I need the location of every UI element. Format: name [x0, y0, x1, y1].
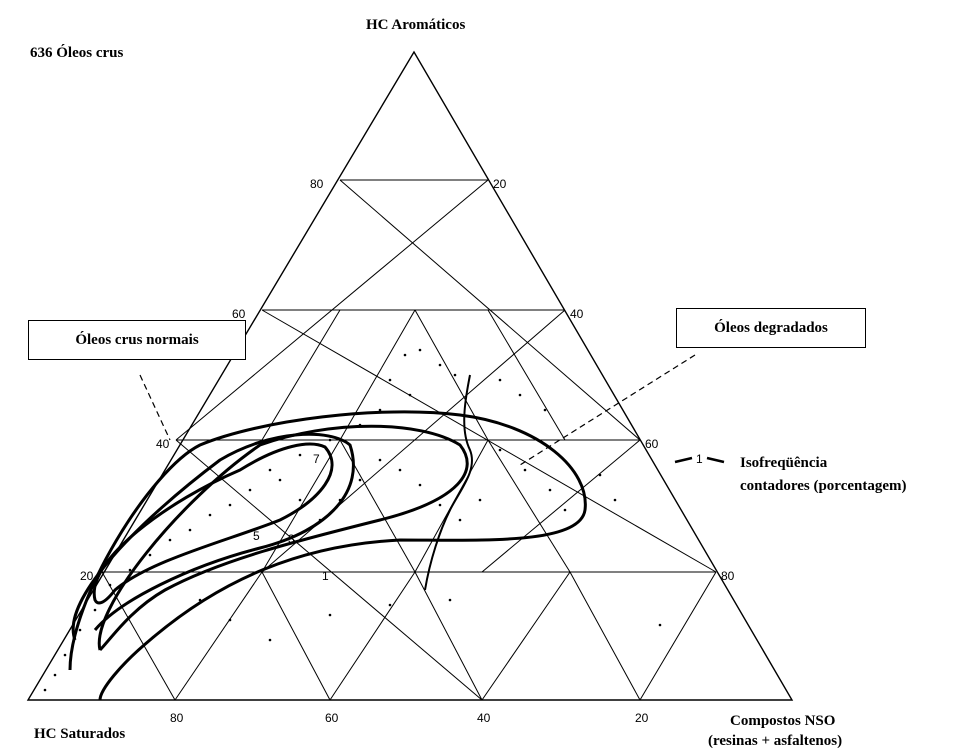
figure-title: 636 Óleos crus	[30, 45, 124, 61]
base-ticks: 80 60 40 20	[170, 711, 649, 725]
contour-3	[97, 424, 469, 652]
legend-symbol: 1	[674, 452, 725, 466]
ternary-grid	[101, 179, 717, 701]
contour-7	[92, 442, 334, 605]
legend-symbol-label: 1	[696, 452, 703, 466]
normal-callout-leader	[139, 374, 171, 441]
contour-label-1: 1	[322, 569, 329, 583]
tick-left-40: 40	[156, 437, 170, 451]
oil-sample-points	[43, 348, 662, 692]
legend-line1: Isofreqüência	[740, 455, 828, 471]
left-side-ticks: 80 60 40 20	[80, 177, 324, 583]
ternary-outline	[26, 50, 794, 701]
contour-label-7: 7	[313, 452, 320, 466]
tick-base-60: 60	[325, 711, 339, 725]
vertex-left-label: HC Saturados	[34, 726, 126, 742]
tick-left-20: 20	[80, 569, 94, 583]
vertex-top-label: HC Aromáticos	[366, 17, 466, 33]
normal-oils-callout: Óleos crus normais	[28, 320, 246, 360]
vertex-right-label-line1: Compostos NSO	[730, 713, 836, 729]
tick-base-20: 20	[635, 711, 649, 725]
tick-right-80: 80	[721, 569, 735, 583]
tick-right-20: 20	[493, 177, 507, 191]
tick-right-40: 40	[570, 307, 584, 321]
contour-1	[68, 410, 587, 701]
legend-line2: contadores (porcentagem)	[740, 478, 907, 494]
tick-right-60: 60	[645, 437, 659, 451]
vertex-right-label-line2: (resinas + asfaltenos)	[708, 733, 843, 749]
tick-left-60: 60	[232, 307, 246, 321]
tick-base-80: 80	[170, 711, 184, 725]
contour-number-labels: 7 5 3 1	[253, 452, 329, 583]
contour-label-5: 5	[253, 529, 260, 543]
contour-label-3: 3	[288, 532, 295, 546]
tick-base-40: 40	[477, 711, 491, 725]
tick-left-80: 80	[310, 177, 324, 191]
isofrequency-contours	[68, 374, 587, 701]
degraded-boundary	[424, 374, 473, 591]
contour-5	[71, 432, 355, 641]
degraded-oils-callout: Óleos degradados	[676, 308, 866, 348]
right-side-ticks: 20 40 60 80	[493, 177, 735, 583]
degraded-callout-leader	[519, 354, 696, 466]
